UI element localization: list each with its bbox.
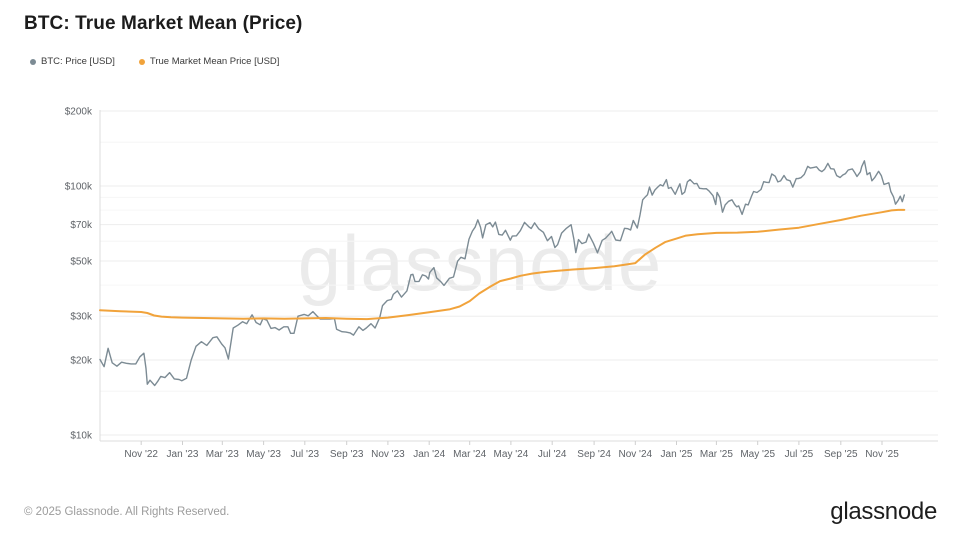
glassnode-logo[interactable]: glassnode <box>830 498 937 525</box>
y-axis-tick-label: $50k <box>70 257 93 268</box>
x-axis-tick-label: May '23 <box>246 449 281 460</box>
x-axis-tick-label: May '24 <box>494 449 529 460</box>
legend-item-btc-price[interactable]: BTC: Price [USD] <box>30 56 115 67</box>
page-title: BTC: True Market Mean (Price) <box>24 13 303 34</box>
x-axis-tick-label: May '25 <box>740 449 775 460</box>
x-axis-tick-label: Nov '25 <box>865 449 899 460</box>
x-axis-tick-label: Jul '23 <box>291 449 320 460</box>
true-market-mean-line <box>99 208 906 321</box>
legend-dot-icon <box>138 58 145 65</box>
x-axis-tick-label: Nov '22 <box>124 449 158 460</box>
y-axis-tick-label: $100k <box>65 182 93 193</box>
x-axis-tick-label: Mar '24 <box>453 449 486 460</box>
legend-label: BTC: Price [USD] <box>41 56 115 67</box>
x-axis-tick-label: Mar '25 <box>700 449 733 460</box>
x-axis-tick-label: Jul '24 <box>538 449 567 460</box>
legend-item-true-market-mean[interactable]: True Market Mean Price [USD] <box>138 56 280 67</box>
x-axis-tick-label: Sep '24 <box>577 449 611 460</box>
glassnode-watermark: glassnode <box>297 219 663 307</box>
y-axis-tick-label: $10k <box>70 431 93 442</box>
y-axis-tick-label: $70k <box>70 220 93 231</box>
x-axis-tick-label: Jan '25 <box>661 449 693 460</box>
y-axis-tick-label: $200k <box>65 107 93 118</box>
x-axis-tick-label: Sep '25 <box>824 449 858 460</box>
legend: BTC: Price [USD] True Market Mean Price [… <box>30 56 279 67</box>
y-axis-tick-label: $20k <box>70 356 93 367</box>
x-axis-tick-label: Nov '23 <box>371 449 405 460</box>
x-axis-tick-label: Sep '23 <box>330 449 364 460</box>
x-axis-tick-label: Mar '23 <box>206 449 239 460</box>
legend-label: True Market Mean Price [USD] <box>149 56 280 67</box>
legend-dot-icon <box>30 58 36 65</box>
x-axis-tick-label: Nov '24 <box>619 449 653 460</box>
y-axis-tick-label: $30k <box>70 312 93 323</box>
x-axis-tick-label: Jan '24 <box>413 449 445 460</box>
copyright-text: © 2025 Glassnode. All Rights Reserved. <box>24 506 230 518</box>
btc-price-line <box>99 160 905 387</box>
x-axis-tick-label: Jan '23 <box>167 449 199 460</box>
x-axis-tick-label: Jul '25 <box>785 449 814 460</box>
